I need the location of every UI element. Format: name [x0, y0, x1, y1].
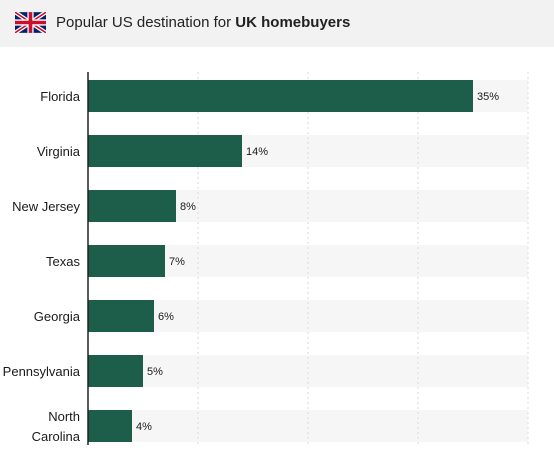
bar — [88, 410, 132, 442]
chart-title-prefix: Popular US destination for — [56, 14, 236, 31]
bar — [88, 245, 165, 277]
chart-header: Popular US destination for UK homebuyers — [0, 0, 554, 47]
chart-title: Popular US destination for UK homebuyers — [56, 13, 350, 33]
value-label: 8% — [180, 201, 196, 213]
category-label: New Jersey — [12, 199, 80, 214]
bar-chart: 35% Florida 14% Virginia 8% New Jersey 7% Texas… — [3, 72, 529, 445]
value-label: 7% — [169, 256, 185, 268]
bar-track — [88, 410, 528, 442]
category-label: Texas — [46, 254, 80, 269]
value-label: 4% — [136, 421, 152, 433]
bar-track — [88, 300, 528, 332]
uk-flag-icon — [15, 12, 46, 33]
category-label: Virginia — [37, 144, 81, 159]
category-label: North Carolina — [32, 409, 81, 444]
bar — [88, 300, 154, 332]
value-label: 5% — [147, 366, 163, 378]
category-label: Florida — [40, 89, 81, 104]
bar — [88, 190, 176, 222]
bar — [88, 135, 242, 167]
category-label: Georgia — [34, 309, 81, 324]
bar-track — [88, 355, 528, 387]
chart-title-bold: UK homebuyers — [235, 14, 351, 31]
category-label: Pennsylvania — [3, 364, 81, 379]
value-label: 6% — [158, 311, 174, 323]
bar — [88, 355, 143, 387]
value-label: 35% — [477, 91, 499, 103]
bar — [88, 80, 473, 112]
value-label: 14% — [246, 146, 268, 158]
